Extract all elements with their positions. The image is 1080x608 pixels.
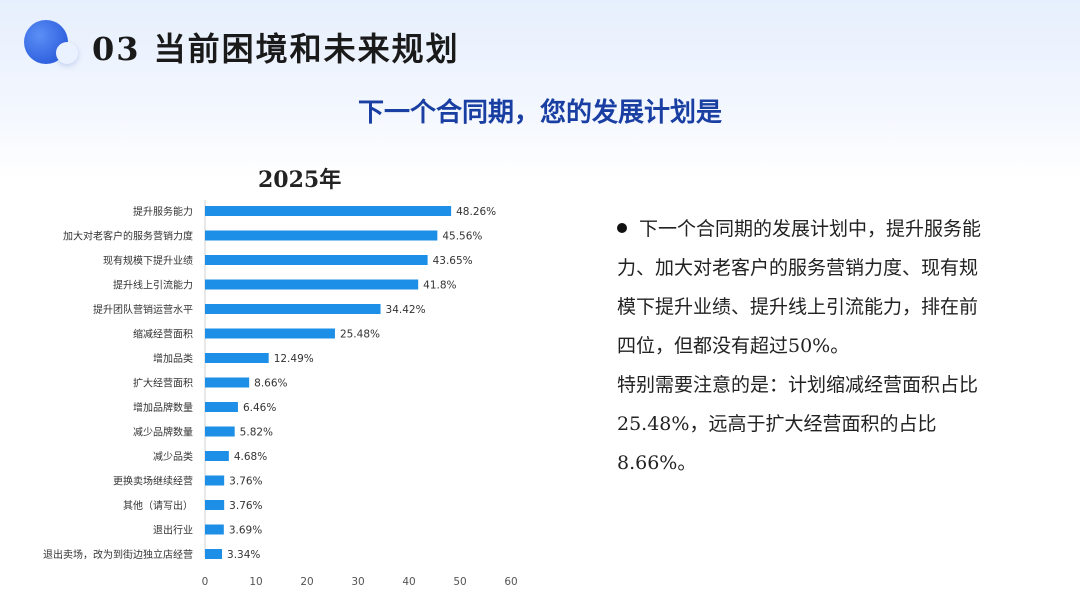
category-label: 减少品牌数量 <box>133 426 193 439</box>
value-label: 41.8% <box>423 280 456 292</box>
bullet-icon <box>617 223 627 233</box>
value-label: 34.42% <box>386 304 426 316</box>
category-label: 退出卖场，改为到街边独立店经营 <box>43 548 193 561</box>
category-label: 减少品类 <box>153 450 193 463</box>
category-label: 缩减经营面积 <box>133 328 193 341</box>
x-tick-label: 50 <box>453 576 466 588</box>
bar <box>205 402 238 412</box>
bar <box>205 206 452 216</box>
value-label: 3.76% <box>229 500 262 512</box>
bar <box>205 230 438 241</box>
x-tick-label: 30 <box>351 576 364 588</box>
x-tick-label: 60 <box>504 576 517 588</box>
bar <box>205 475 225 486</box>
bar <box>205 524 224 535</box>
bar <box>205 451 229 461</box>
value-label: 3.69% <box>229 525 262 537</box>
value-label: 3.34% <box>227 549 260 561</box>
analysis-notes: 下一个合同期的发展计划中，提升服务能力、加大对老客户的服务营销力度、现有规模下提… <box>617 210 987 483</box>
bar-chart: 提升服务能力 48.26% 加大对老客户的服务营销力度 45.56% 现有规模下提升业绩… <box>43 200 518 588</box>
note-paragraph-1: 下一个合同期的发展计划中，提升服务能力、加大对老客户的服务营销力度、现有规模下提… <box>617 210 987 366</box>
value-label: 12.49% <box>274 353 314 365</box>
x-tick-label: 10 <box>249 576 262 588</box>
value-label: 5.82% <box>240 427 273 439</box>
bar <box>205 549 223 559</box>
note-text-1: 下一个合同期的发展计划中，提升服务能力、加大对老客户的服务营销力度、现有规模下提… <box>617 218 982 357</box>
category-label: 退出行业 <box>153 524 193 537</box>
page-title: 03 当前困境和未来规划 <box>92 30 460 68</box>
bar <box>205 377 250 388</box>
bar <box>205 426 235 437</box>
bar <box>205 500 225 510</box>
value-label: 48.26% <box>456 206 496 218</box>
x-tick-label: 0 <box>202 576 209 588</box>
bar <box>205 255 428 265</box>
value-label: 8.66% <box>254 378 287 390</box>
bar <box>205 279 419 290</box>
category-label: 增加品类 <box>153 352 193 365</box>
bar <box>205 304 381 314</box>
bar <box>205 353 269 363</box>
category-label: 现有规模下提升业绩 <box>103 254 193 267</box>
note-paragraph-2: 特别需要注意的是：计划缩减经营面积占比25.48%，远高于扩大经营面积的占比8.… <box>617 374 979 474</box>
value-label: 43.65% <box>433 255 473 267</box>
value-label: 3.76% <box>229 476 262 488</box>
chart-title: 2025年 <box>258 167 342 193</box>
value-label: 6.46% <box>243 402 276 414</box>
section-subtitle: 下一个合同期，您的发展计划是 <box>357 98 722 128</box>
category-label: 更换卖场继续经营 <box>113 475 193 488</box>
x-tick-label: 20 <box>300 576 313 588</box>
category-label: 其他（请写出） <box>123 499 193 512</box>
category-label: 提升团队营销运营水平 <box>93 303 193 316</box>
category-label: 加大对老客户的服务营销力度 <box>63 230 193 243</box>
value-label: 45.56% <box>442 231 482 243</box>
category-label: 提升服务能力 <box>133 205 193 218</box>
x-tick-label: 40 <box>402 576 415 588</box>
value-label: 25.48% <box>340 329 380 341</box>
category-label: 提升线上引流能力 <box>113 279 193 292</box>
value-label: 4.68% <box>234 451 267 463</box>
logo-circles-icon <box>24 20 84 68</box>
category-label: 增加品牌数量 <box>133 401 193 414</box>
category-label: 扩大经营面积 <box>133 377 193 390</box>
bar <box>205 328 335 339</box>
